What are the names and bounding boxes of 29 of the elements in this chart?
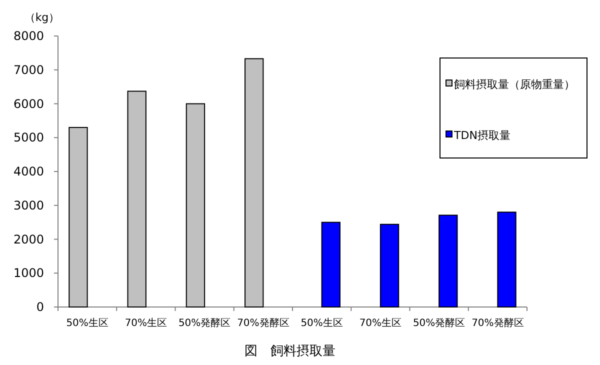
y-tick-label: 3000 — [13, 198, 44, 212]
bar — [244, 58, 264, 308]
bar — [127, 90, 146, 308]
bar — [497, 212, 516, 308]
y-tick-label: 5000 — [13, 130, 44, 145]
x-tick-label: 70%生区 — [124, 317, 168, 329]
y-tick-label: 7000 — [13, 62, 44, 77]
y-tick-label: 1000 — [13, 266, 44, 280]
y-axis-title: （kg） — [24, 11, 60, 24]
x-tick-label: 50%生区 — [66, 317, 108, 329]
bar — [438, 214, 458, 308]
x-tick-label: 70%発酵区 — [237, 317, 290, 329]
bar — [186, 103, 206, 308]
bar — [380, 224, 400, 308]
y-tick-label: 0 — [36, 300, 44, 314]
text: 図 飼料摂取量 — [244, 344, 336, 359]
x-tick-label: 50%発酵区 — [178, 317, 231, 329]
y-tick-label: 2000 — [13, 232, 44, 246]
y-tick-label: 8000 — [13, 29, 44, 43]
bar — [321, 222, 340, 308]
y-tick-label: 6000 — [13, 96, 44, 111]
x-tick-label: 50%発酵区 — [412, 317, 466, 329]
y-tick-label: 4000 — [13, 164, 44, 178]
x-tick-label: 70%発酵区 — [472, 317, 524, 329]
legend-label: TDN摂取量 — [453, 129, 510, 142]
bar — [68, 126, 88, 308]
x-tick-label: 70%生区 — [359, 317, 402, 329]
legend-label: 飼料摂取量（原物重量） — [454, 78, 575, 91]
x-tick-label: 50%生区 — [300, 317, 343, 329]
